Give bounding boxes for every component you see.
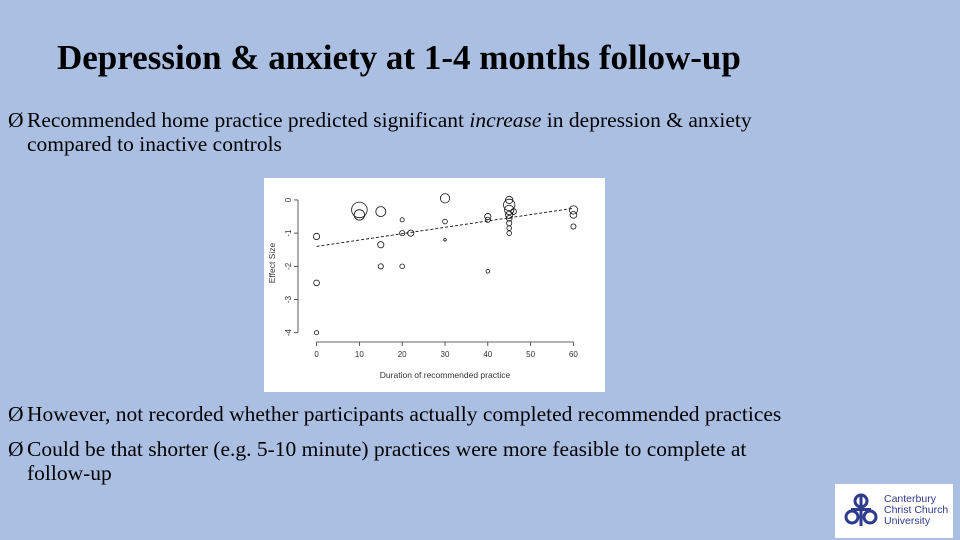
university-crest-icon (844, 493, 878, 526)
data-point (504, 204, 515, 215)
data-point (439, 193, 451, 204)
bullet-arrow-icon: Ø (8, 402, 24, 426)
data-point (377, 263, 384, 270)
data-point (503, 198, 516, 212)
trendline (316, 207, 574, 247)
y-tick-label: -1 (284, 229, 293, 237)
logo-line-3: University (884, 515, 931, 527)
data-point (407, 229, 415, 237)
data-point (351, 201, 368, 219)
data-point (399, 230, 406, 237)
x-tick-label: 50 (526, 350, 535, 359)
data-point (377, 241, 385, 249)
bullet3-line1: Could be that shorter (e.g. 5-10 minute)… (27, 437, 747, 461)
x-tick-label: 0 (314, 350, 319, 359)
data-point (505, 214, 513, 222)
scatter-chart: 0 10 20 30 40 50 60 0 -1 -2 -3 -4 Duration of recomm… (264, 178, 605, 392)
x-tick-label: 40 (483, 350, 492, 359)
y-tick-label: 0 (284, 197, 293, 202)
data-point (353, 209, 365, 221)
data-point (506, 225, 512, 231)
data-point (313, 279, 320, 287)
bullet-shorter-practices: Ø Could be that shorter (e.g. 5-10 minute… (8, 437, 953, 485)
x-tick-label: 10 (355, 350, 364, 359)
data-point (399, 217, 405, 223)
data-point (568, 205, 578, 215)
bullet-arrow-icon: Ø (8, 437, 24, 461)
data-point (485, 269, 491, 274)
data-point (505, 195, 514, 204)
x-tick-label: 60 (569, 350, 578, 359)
bullet2-text: However, not recorded whether participan… (27, 402, 782, 426)
data-point (442, 218, 448, 225)
data-point (510, 208, 517, 215)
university-name: Canterbury Christ Church University (884, 494, 948, 527)
y-tick-label: -3 (284, 295, 293, 303)
data-point (399, 263, 405, 270)
bullet-recommended-practice: Ø Recommended home practice predicted sig… (8, 108, 953, 156)
y-tick-label: -2 (284, 262, 293, 270)
data-point (570, 223, 577, 230)
data-point (313, 232, 321, 240)
x-tick-label: 30 (441, 350, 450, 359)
scatter-plot-svg: 0 10 20 30 40 50 60 0 -1 -2 -3 -4 Duration of recomm… (267, 193, 578, 380)
data-point (314, 330, 320, 336)
slide-title: Depression & anxiety at 1-4 months follo… (57, 38, 741, 77)
bullet1-text-before: Recommended home practice predicted sign… (27, 108, 470, 132)
logo-line-1: Canterbury (884, 493, 936, 505)
x-axis-label: Duration of recommended practice (380, 370, 511, 380)
bullet1-emphasis: increase (469, 108, 542, 132)
x-tick-label: 20 (398, 350, 407, 359)
data-point (505, 210, 514, 219)
bullet1-line2: compared to inactive controls (27, 132, 282, 156)
y-tick-label: -4 (284, 329, 293, 337)
bullet3-line2: follow-up (27, 461, 112, 485)
data-point (484, 216, 491, 223)
data-point (484, 213, 492, 221)
y-axis-label: Effect Size (267, 242, 277, 283)
bullet1-text-after: in depression & anxiety (541, 108, 752, 132)
data-point (569, 211, 578, 219)
data-point (443, 238, 447, 242)
university-logo: Canterbury Christ Church University (835, 484, 953, 538)
logo-line-2: Christ Church (884, 504, 949, 516)
data-point (375, 206, 387, 217)
data-point (506, 230, 512, 236)
bullet-arrow-icon: Ø (8, 108, 24, 132)
bullet-not-recorded: Ø However, not recorded whether participa… (8, 402, 953, 426)
